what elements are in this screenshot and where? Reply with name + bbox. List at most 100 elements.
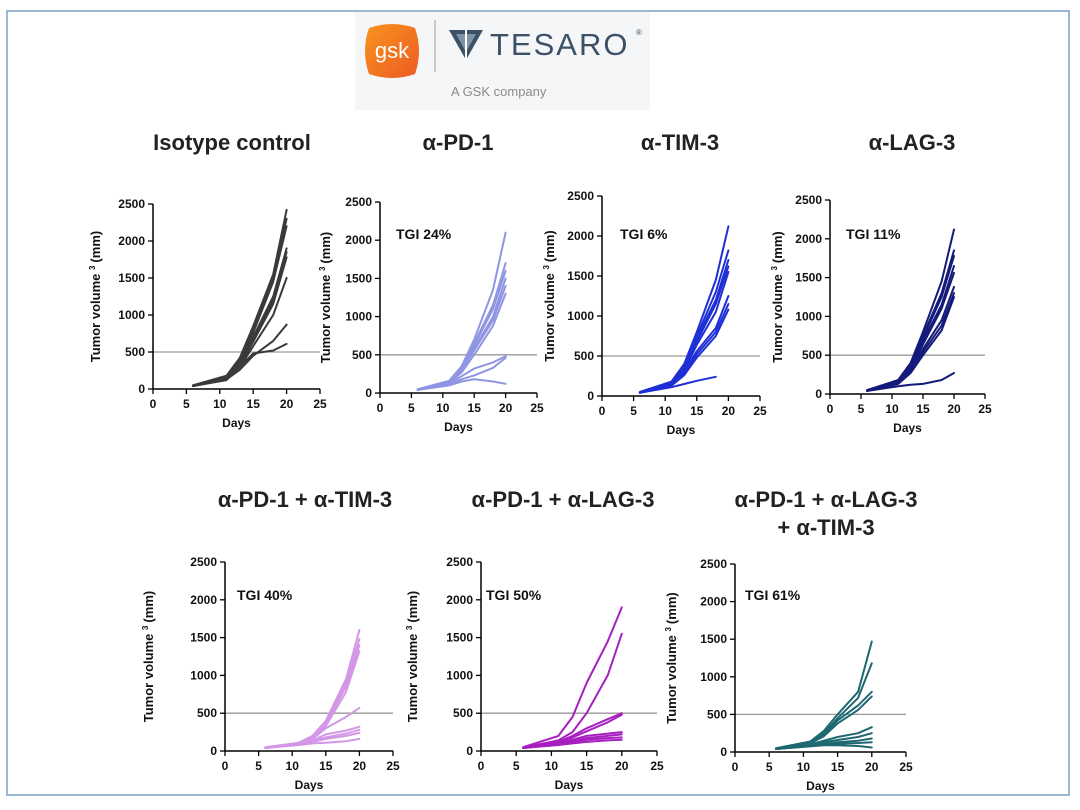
series-line-1 <box>522 606 623 749</box>
y-tick-label: 1000 <box>795 309 822 323</box>
series-line-5 <box>416 285 507 391</box>
series-line-2 <box>522 632 623 749</box>
chart-title: α-PD-1 <box>423 130 494 155</box>
y-tick-label: 0 <box>587 389 594 403</box>
y-axis-label-text: Tumor volume <box>88 270 103 362</box>
y-axis-label-text: Tumor volume <box>770 271 785 363</box>
x-tick-label: 20 <box>865 760 879 774</box>
chart-title: α-TIM-3 <box>641 130 719 155</box>
tgi-annotation: TGI 6% <box>620 226 668 242</box>
y-tick-label: 500 <box>125 345 145 359</box>
x-tick-label: 0 <box>827 402 834 416</box>
series-line-6 <box>638 295 730 394</box>
series-line-7 <box>638 303 730 394</box>
x-tick-label: 5 <box>766 760 773 774</box>
y-tick-label: 1000 <box>700 670 727 684</box>
x-axis-label: Days <box>667 423 696 437</box>
x-tick-label: 10 <box>286 759 300 773</box>
x-tick-label: 10 <box>213 397 227 411</box>
y-axis-label-text: Tumor volume <box>542 270 557 362</box>
y-axis-label-superscript: 3 <box>405 625 414 630</box>
x-axis-label: Days <box>222 416 251 430</box>
tgi-annotation: TGI 40% <box>237 587 293 603</box>
y-tick-label: 2500 <box>700 557 727 571</box>
x-tick-label: 5 <box>408 401 415 415</box>
y-tick-label: 2500 <box>190 555 217 569</box>
y-axis-label: Tumor volume 3 (mm) <box>542 230 557 361</box>
series-line-9 <box>192 342 288 387</box>
y-tick-label: 0 <box>138 382 145 396</box>
chart-title: α-PD-1 + α-LAG-3 <box>735 487 918 512</box>
x-axis-label: Days <box>295 778 324 792</box>
x-tick-label: 0 <box>732 760 739 774</box>
y-tick-label: 500 <box>574 349 594 363</box>
chart-panel-4: α-LAG-3 0 500 1000 1500 2000 2500 0 5 10 15 20 25 Day… <box>770 130 992 435</box>
chart-panel-5: α-PD-1 + α-TIM-3 0 500 1000 1500 2000 2500 0 5 10… <box>141 487 400 792</box>
series-line-9 <box>866 372 955 392</box>
y-axis-label: Tumor volume 3 (mm) <box>770 231 785 362</box>
x-tick-label: 20 <box>615 759 629 773</box>
y-tick-label: 1000 <box>446 668 473 682</box>
x-tick-label: 15 <box>580 759 594 773</box>
y-tick-label: 1000 <box>118 308 145 322</box>
x-tick-label: 5 <box>183 397 190 411</box>
x-axis-label: Days <box>893 421 922 435</box>
y-tick-label: 0 <box>720 745 727 759</box>
tgi-annotation: TGI 50% <box>486 587 542 603</box>
x-tick-label: 10 <box>659 404 673 418</box>
logo-divider <box>434 20 436 72</box>
y-tick-label: 1000 <box>567 309 594 323</box>
logo-banner: gsk TESARO ® A GSK company <box>355 12 650 110</box>
y-tick-label: 1000 <box>345 310 372 324</box>
y-tick-label: 0 <box>365 386 372 400</box>
y-axis-label-superscript: 3 <box>770 266 779 271</box>
x-tick-label: 5 <box>858 402 865 416</box>
x-tick-label: 15 <box>247 397 261 411</box>
y-tick-label: 2500 <box>446 555 473 569</box>
y-axis-label: Tumor volume 3 (mm) <box>141 591 156 722</box>
series-line-3 <box>264 644 361 749</box>
y-tick-label: 0 <box>466 744 473 758</box>
y-axis-label-text: Tumor volume <box>405 630 420 722</box>
chart-title: α-PD-1 + α-TIM-3 <box>218 487 392 512</box>
y-axis-label-unit: (mm) <box>405 591 420 623</box>
x-tick-label: 10 <box>436 401 450 415</box>
chart-panel-1: Isotype control 0 500 1000 1500 2000 2500 0 5 10 1… <box>88 130 327 430</box>
y-axis-label-superscript: 3 <box>318 266 327 271</box>
y-tick-label: 500 <box>453 706 473 720</box>
x-tick-label: 0 <box>222 759 229 773</box>
y-tick-label: 2500 <box>345 195 372 209</box>
y-tick-label: 2000 <box>700 595 727 609</box>
x-tick-label: 25 <box>313 397 327 411</box>
tgi-annotation: TGI 24% <box>396 226 452 242</box>
x-tick-label: 15 <box>468 401 482 415</box>
y-axis-label-unit: (mm) <box>318 232 333 264</box>
y-axis-label: Tumor volume 3 (mm) <box>664 592 679 723</box>
x-tick-label: 5 <box>630 404 637 418</box>
y-tick-label: 1500 <box>700 632 727 646</box>
tgi-annotation: TGI 11% <box>846 226 901 242</box>
y-tick-label: 500 <box>197 706 217 720</box>
series-line-8 <box>522 738 623 749</box>
chart-title: α-LAG-3 <box>869 130 956 155</box>
y-tick-label: 1000 <box>190 668 217 682</box>
y-axis-label: Tumor volume 3 (mm) <box>405 591 420 722</box>
x-tick-label: 0 <box>478 759 485 773</box>
y-axis-label-text: Tumor volume <box>318 271 333 363</box>
x-tick-label: 15 <box>690 404 704 418</box>
x-axis-label: Days <box>555 778 584 792</box>
tgi-annotation: TGI 61% <box>745 587 801 603</box>
y-tick-label: 2500 <box>567 189 594 203</box>
x-axis-label: Days <box>444 420 473 434</box>
x-tick-label: 5 <box>513 759 520 773</box>
y-tick-label: 1500 <box>567 269 594 283</box>
x-tick-label: 25 <box>650 759 664 773</box>
x-tick-label: 25 <box>899 760 913 774</box>
x-tick-label: 20 <box>280 397 294 411</box>
y-tick-label: 500 <box>802 348 822 362</box>
registered-mark: ® <box>636 28 642 37</box>
tesaro-diamond-icon <box>449 30 483 60</box>
y-tick-label: 1500 <box>345 271 372 285</box>
gsk-logo-text: gsk <box>375 38 410 63</box>
